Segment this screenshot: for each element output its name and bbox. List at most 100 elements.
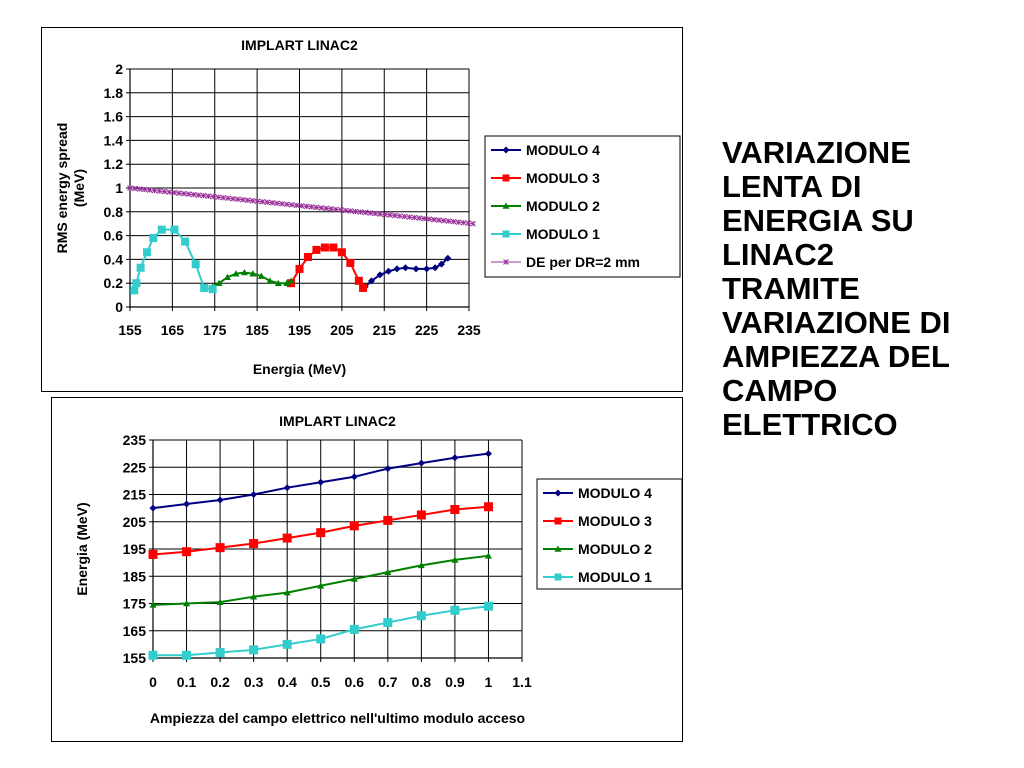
y-tick-label: 1 <box>115 180 123 196</box>
data-point <box>308 204 315 210</box>
data-point <box>440 217 447 224</box>
data-point <box>148 650 158 660</box>
data-point <box>287 277 295 284</box>
legend-marker <box>502 230 510 238</box>
x-tick-label: 1.1 <box>512 674 532 690</box>
x-tick-label: 165 <box>161 322 185 338</box>
data-point <box>359 283 368 292</box>
data-point <box>396 213 403 219</box>
x-tick-label: 0 <box>149 674 157 690</box>
data-point <box>465 220 472 227</box>
data-point <box>384 568 392 575</box>
y-tick-label: 0.4 <box>104 251 124 267</box>
data-point <box>183 600 191 607</box>
data-point <box>215 648 225 658</box>
data-point <box>426 216 432 222</box>
data-point <box>303 253 312 262</box>
data-point <box>157 225 166 234</box>
data-point <box>235 196 241 203</box>
x-tick-label: 0.9 <box>445 674 465 690</box>
data-point <box>303 203 310 210</box>
x-tick-label: 175 <box>203 322 227 338</box>
series-line <box>133 228 213 291</box>
legend-entry: DE per DR=2 mm <box>526 254 640 270</box>
y-tick-label: 215 <box>123 487 147 503</box>
x-tick-label: 205 <box>330 322 354 338</box>
x-tick-label: 0.2 <box>210 674 230 690</box>
x-tick-label: 225 <box>415 322 439 338</box>
x-tick-label: 155 <box>118 322 142 338</box>
data-point <box>412 265 420 273</box>
legend-entry: MODULO 2 <box>578 541 652 557</box>
data-point <box>205 193 212 200</box>
data-point <box>283 279 291 286</box>
data-point <box>444 254 452 262</box>
y-axis-label: RMS energy spread <box>54 123 70 254</box>
data-point <box>450 504 460 514</box>
x-axis-label: Ampiezza del campo elettrico nell'ultimo… <box>150 710 525 726</box>
data-point <box>483 601 493 611</box>
data-point <box>295 264 304 273</box>
data-point <box>354 276 363 285</box>
data-point <box>166 189 173 195</box>
data-point <box>417 561 425 569</box>
data-point <box>391 212 398 219</box>
data-point <box>284 201 290 208</box>
data-point <box>484 552 492 559</box>
data-point <box>183 500 191 508</box>
data-point <box>437 260 445 268</box>
series-line <box>364 257 449 288</box>
legend-entry: MODULO 3 <box>526 170 600 186</box>
data-point <box>269 199 276 206</box>
heading-line: LENTA DI <box>722 169 862 204</box>
legend-marker <box>502 202 510 209</box>
data-point <box>225 195 231 202</box>
y-tick-label: 0 <box>115 299 123 315</box>
data-point <box>384 465 392 473</box>
data-point <box>328 206 334 212</box>
data-point <box>215 279 223 286</box>
data-point <box>347 208 354 214</box>
data-point <box>132 279 141 288</box>
chart-panel-rms-spread: IMPLART LINAC2 0 0.2 0.4 0.6 0.8 1 1.2 1.4 1.6 1.8… <box>41 27 683 392</box>
heading-line: CAMPO <box>722 373 838 408</box>
data-point <box>317 582 325 589</box>
data-point <box>451 556 459 563</box>
data-point <box>384 267 392 275</box>
data-point <box>393 265 401 273</box>
y-tick-label: 185 <box>123 568 147 584</box>
data-point <box>250 491 258 498</box>
legend-marker <box>502 146 510 154</box>
data-point <box>148 549 158 559</box>
y-axis-label: Energia (MeV) <box>74 502 90 595</box>
data-point <box>401 213 408 220</box>
data-point <box>350 473 358 481</box>
data-point <box>136 263 145 272</box>
data-point <box>401 264 409 272</box>
x-tick-label: 0.6 <box>345 674 365 690</box>
data-point <box>216 496 224 504</box>
y-tick-label: 235 <box>123 432 147 448</box>
y-tick-label: 165 <box>123 623 147 639</box>
data-point <box>320 243 329 252</box>
y-tick-label: 195 <box>123 541 147 557</box>
data-point <box>377 211 383 217</box>
data-point <box>283 589 291 596</box>
data-point <box>230 195 236 202</box>
y-tick-label: 0.6 <box>104 228 124 244</box>
data-point <box>376 271 384 279</box>
data-point <box>182 547 192 557</box>
data-point <box>316 634 326 644</box>
data-point <box>200 192 207 199</box>
data-point <box>182 650 192 660</box>
data-point <box>411 214 418 221</box>
data-point <box>484 450 492 458</box>
data-point <box>372 210 379 217</box>
data-point <box>423 265 431 273</box>
data-point <box>249 270 257 277</box>
data-point <box>249 645 259 655</box>
legend-entry: MODULO 1 <box>578 569 652 585</box>
data-point <box>254 198 261 205</box>
y-tick-label: 155 <box>123 650 147 666</box>
data-point <box>257 272 265 279</box>
